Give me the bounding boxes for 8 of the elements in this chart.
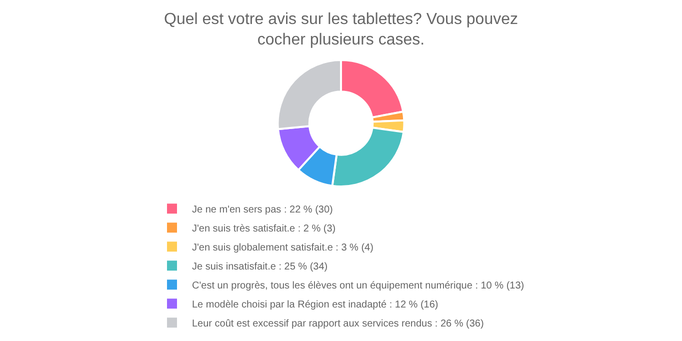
legend-label: C'est un progrès, tous les élèves ont un équipement numérique : 10 % (13) <box>192 280 524 292</box>
legend-label: Le modèle choisi par la Région est inadapté : 12 % (16) <box>192 299 438 310</box>
legend-label: J'en suis globalement satisfait.e : 3 % (4) <box>192 242 374 254</box>
legend-label: Je suis insatisfait.e : 25 % (34) <box>192 261 328 272</box>
legend-label: J'en suis très satisfait.e : 2 % (3) <box>192 223 336 234</box>
legend-label: Leur coût est excessif par rapport aux services rendus : 26 % (36) <box>192 318 484 330</box>
legend-label: Je ne m'en sers pas : 22 % (30) <box>192 204 333 216</box>
chart-title: Quel est votre avis sur les tablettes? Vous pouvez cocher plusieurs cases. <box>164 10 518 49</box>
